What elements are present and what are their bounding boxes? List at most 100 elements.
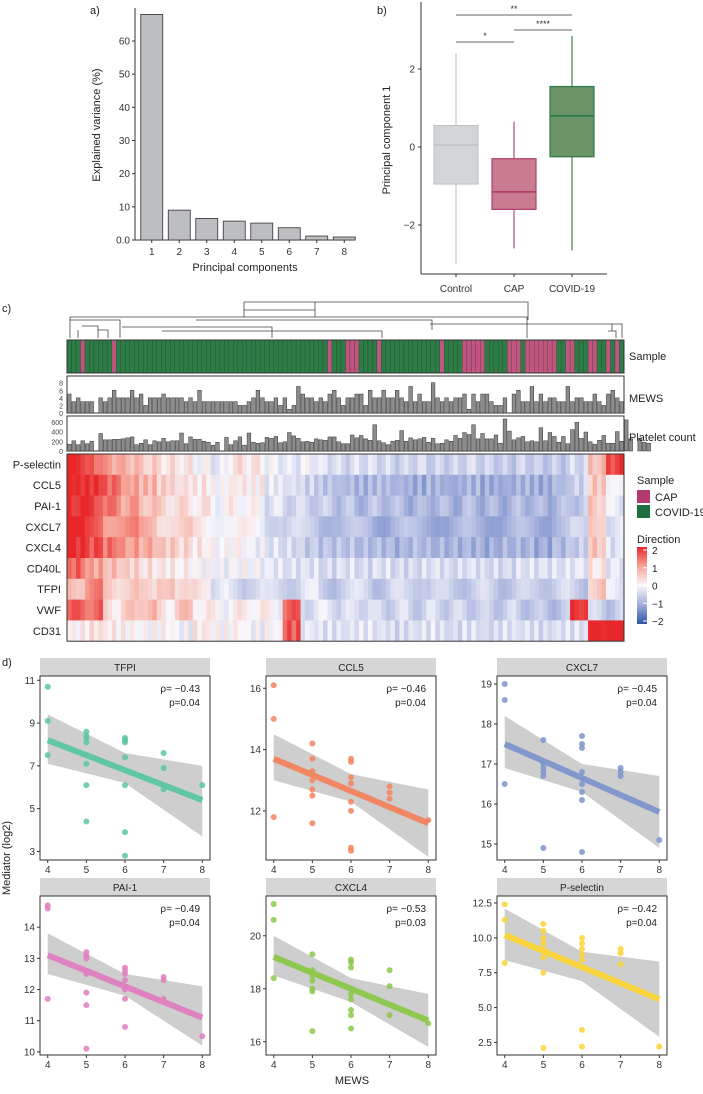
heatmap-cell: [507, 558, 513, 580]
mews-bar: [583, 401, 588, 414]
heatmap-cell: [345, 516, 351, 538]
heatmap-cell: [107, 558, 113, 580]
heatmap-cell: [363, 578, 369, 600]
heatmap-cell: [408, 474, 414, 496]
heatmap-cell: [264, 516, 270, 538]
sample-cell-cap: [516, 339, 521, 374]
heatmap-cell: [197, 537, 203, 559]
mews-bar: [278, 405, 283, 414]
y-tick-label: 12: [250, 806, 262, 817]
heatmap-cell: [439, 516, 445, 538]
data-point: [309, 988, 316, 995]
heatmap-cell: [174, 620, 180, 642]
mews-bar: [71, 401, 76, 414]
heatmap-cell: [466, 516, 472, 538]
sample-cell-cap: [592, 339, 598, 374]
platelets-bar: [592, 443, 597, 452]
heatmap-cell: [332, 516, 337, 538]
mews-bar: [520, 401, 526, 414]
heatmap-cell: [363, 516, 369, 538]
y-tick-label: 18: [481, 720, 493, 731]
heatmap-cell: [570, 454, 575, 476]
heatmap-cell: [201, 454, 207, 476]
heatmap-cell: [179, 474, 185, 496]
heatmap-cell: [498, 454, 504, 476]
heatmap-cell: [507, 578, 513, 600]
mews-bar: [404, 401, 409, 414]
heatmap-cell: [448, 558, 454, 580]
heatmap-cell: [255, 599, 261, 621]
mews-bar: [547, 397, 552, 414]
sample-cell-covid: [161, 339, 166, 374]
heatmap-cell: [516, 537, 521, 559]
heatmap-cell: [84, 537, 90, 559]
sample-cell-covid: [156, 339, 162, 374]
heatmap-cell: [588, 474, 593, 496]
heatmap-cell: [354, 516, 360, 538]
heatmap-cell: [287, 516, 292, 538]
mews-bar: [426, 401, 431, 414]
mews-bar: [282, 397, 287, 414]
heatmap-cell: [192, 516, 198, 538]
heatmap-cell: [309, 516, 315, 538]
mews-bar: [179, 397, 184, 414]
heatmap-cell: [556, 599, 562, 621]
heatmap-cell: [588, 537, 593, 559]
y-tick-label: 30: [119, 136, 131, 147]
panel-label-b: b): [377, 5, 387, 17]
platelets-bar: [246, 432, 252, 452]
heatmap-cell: [426, 558, 432, 580]
mews-bar: [116, 397, 121, 414]
heatmap-cell: [323, 474, 328, 496]
sample-cell-covid: [84, 339, 90, 374]
heatmap-cell: [143, 558, 149, 580]
data-point: [83, 728, 90, 735]
data-point: [540, 940, 547, 947]
heatmap-cell: [480, 474, 486, 496]
y-tick-label: 14: [24, 923, 36, 934]
heatmap-cell: [332, 620, 337, 642]
heatmap-cell: [197, 558, 203, 580]
sample-cell-cap: [525, 339, 530, 374]
heatmap-cell: [381, 599, 387, 621]
platelets-bar: [139, 442, 144, 452]
heatmap-cell: [385, 474, 391, 496]
heatmap-cell: [570, 620, 575, 642]
heatmap-cell: [462, 620, 468, 642]
heatmap-cell: [282, 516, 288, 538]
platelets-bar: [282, 441, 287, 452]
mews-bar: [475, 401, 481, 414]
heatmap-cell: [120, 537, 126, 559]
data-point: [122, 1023, 128, 1030]
heatmap-cell: [480, 495, 486, 517]
heatmap-cell: [583, 495, 589, 517]
platelets-bar: [583, 431, 588, 452]
y-tick-label: −2: [404, 221, 416, 232]
heatmap-cell: [84, 578, 90, 600]
heatmap-cell: [246, 578, 252, 600]
heatmap-cell: [246, 620, 252, 642]
heatmap-cell: [255, 454, 261, 476]
heatmap-cell: [552, 558, 557, 580]
heatmap-cell: [224, 516, 230, 538]
heatmap-cell: [156, 558, 162, 580]
sample-cell-covid: [408, 339, 414, 374]
heatmap-cell: [228, 537, 234, 559]
heatmap-cell: [345, 495, 351, 517]
heatmap-cell: [394, 578, 400, 600]
data-point: [579, 769, 585, 775]
mews-bar: [574, 397, 579, 414]
x-tick-label: 6: [286, 247, 292, 258]
heatmap-cell: [161, 495, 167, 517]
mews-bar: [103, 401, 108, 414]
heatmap-cell: [67, 558, 72, 580]
heatmap-cell: [412, 599, 418, 621]
platelets-bar: [228, 444, 234, 452]
heatmap-cell: [534, 516, 539, 538]
data-point: [579, 849, 585, 855]
heatmap-cell: [358, 537, 364, 559]
heatmap-cell: [417, 599, 423, 621]
heatmap-cell: [273, 599, 279, 621]
sample-cell-cap: [327, 339, 333, 374]
x-tick-label: 5: [84, 865, 90, 876]
